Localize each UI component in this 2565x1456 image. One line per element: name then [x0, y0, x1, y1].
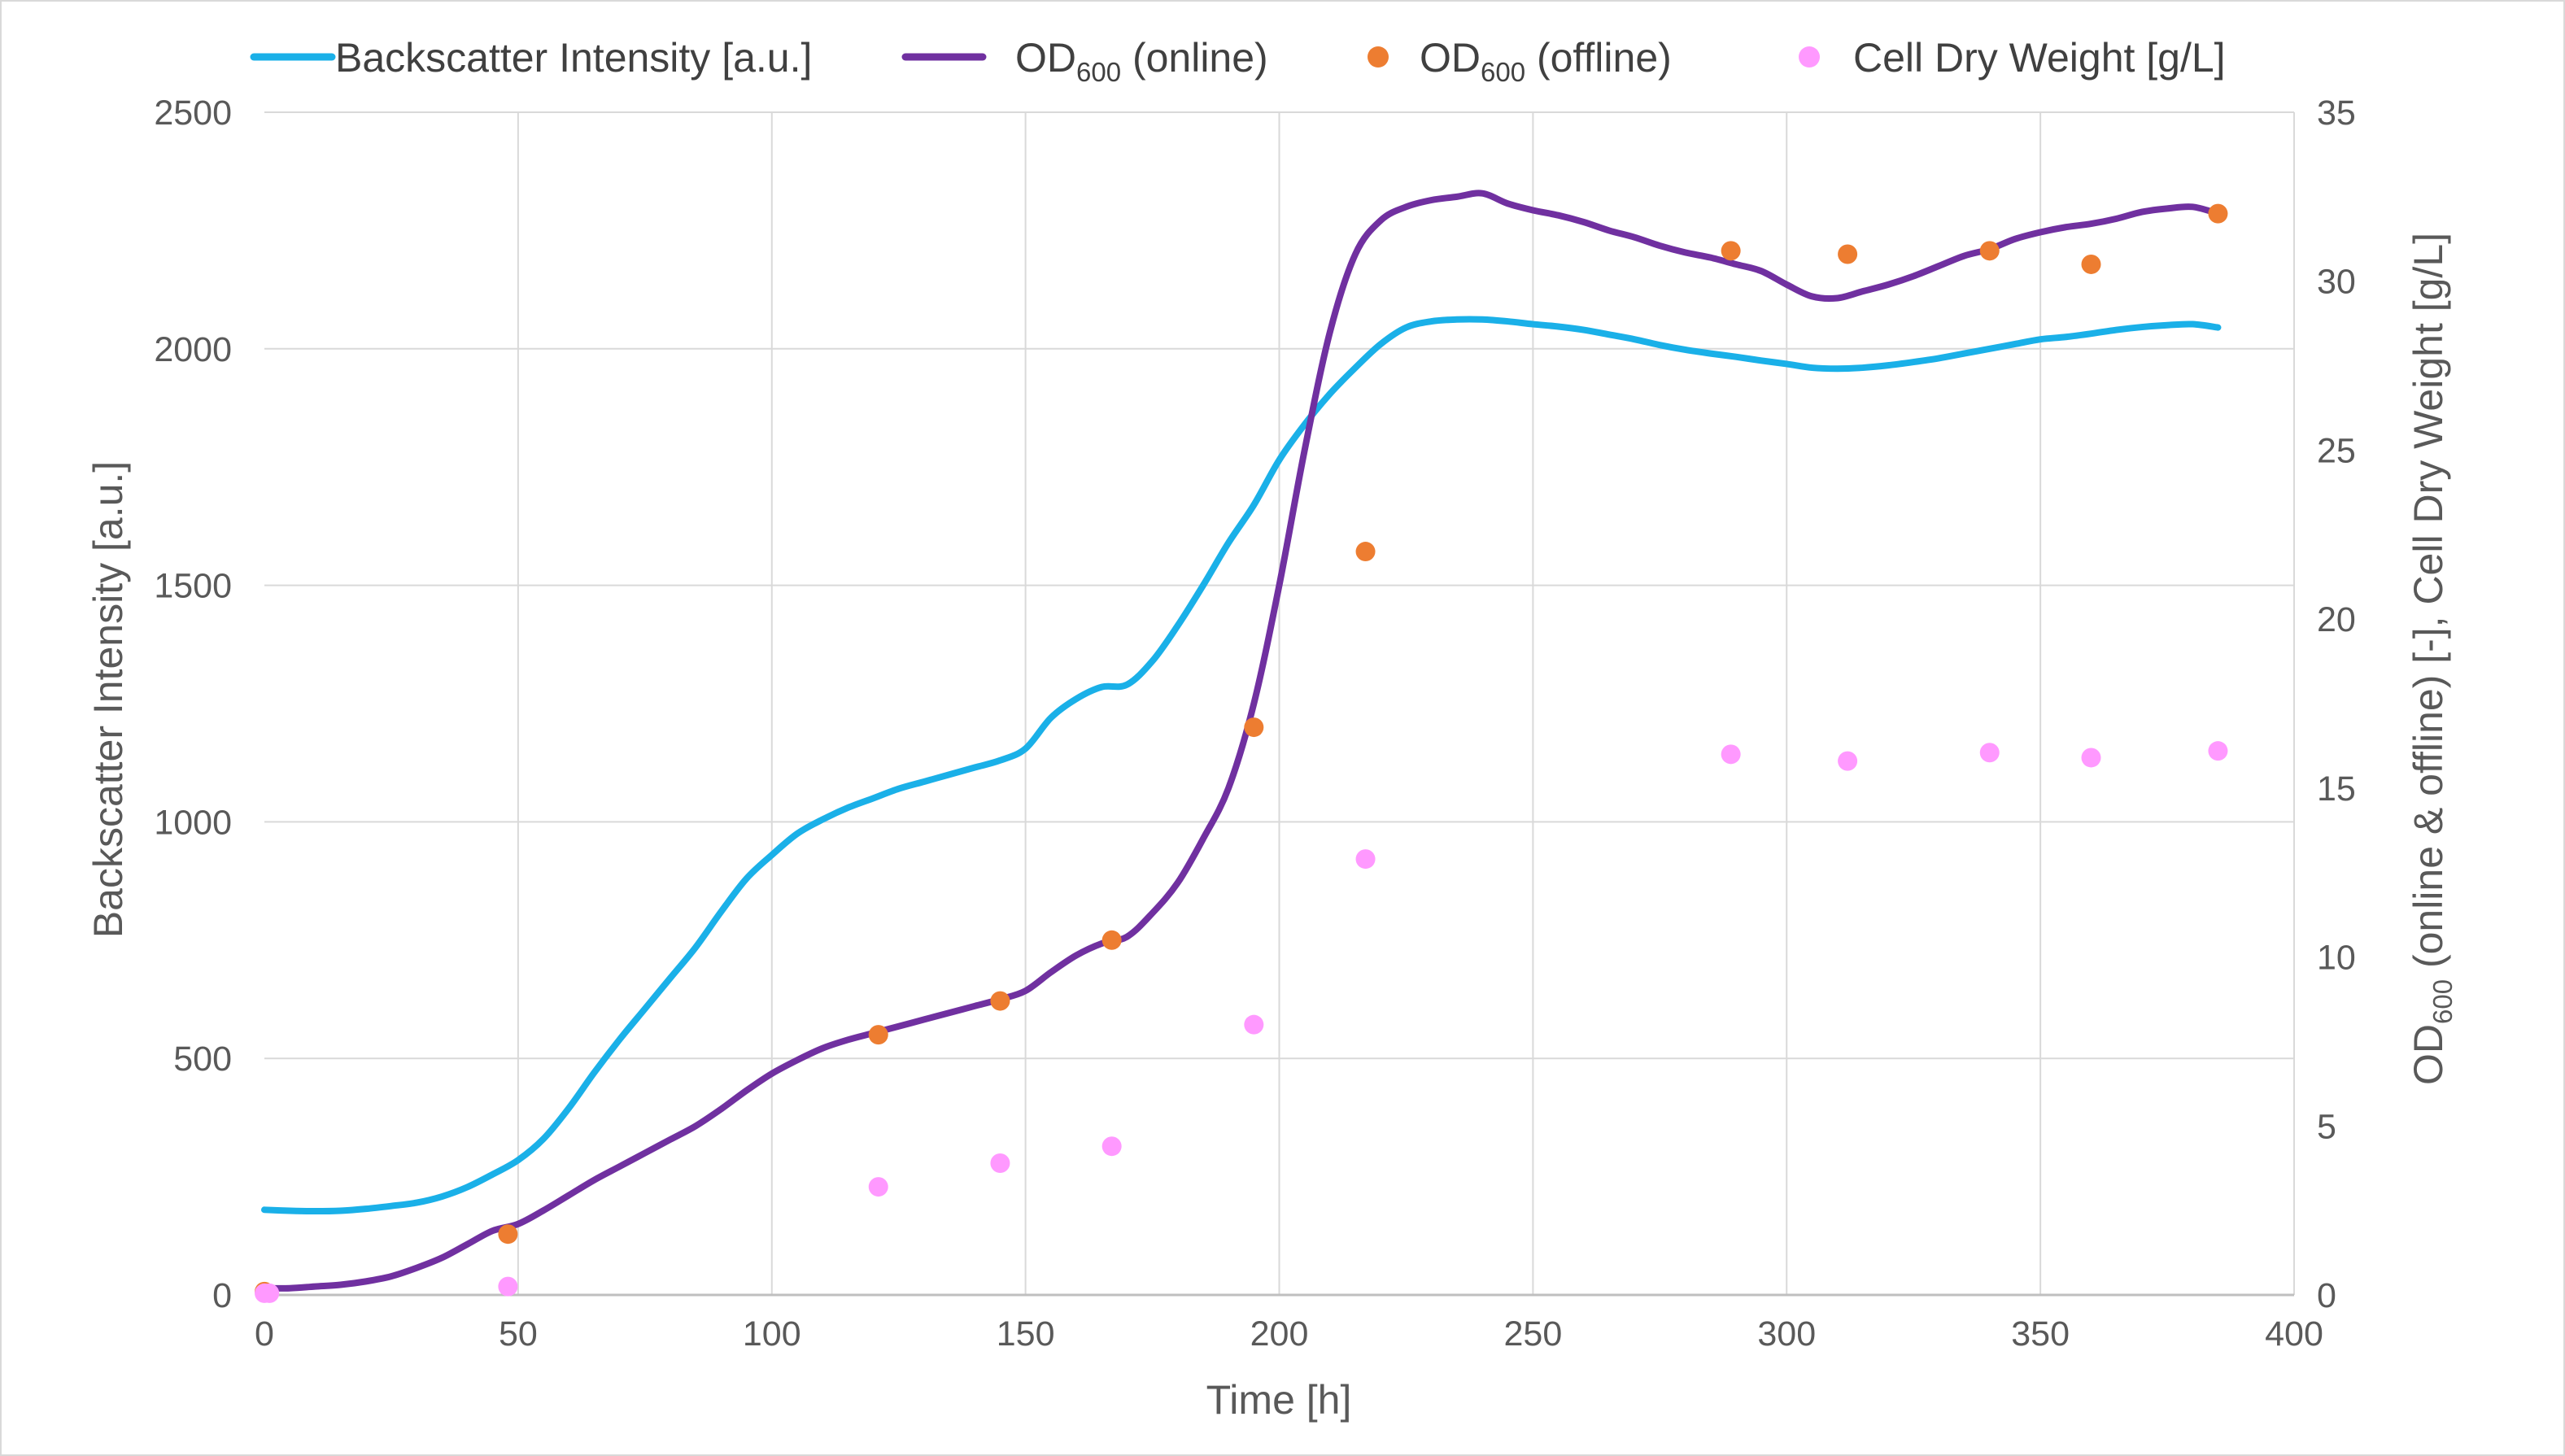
y-left-axis-title: Backscatter Intensity [a.u.] — [85, 461, 131, 938]
legend-label-cell-dry-weight: Cell Dry Weight [g/L] — [1853, 35, 2226, 81]
data-point-od600-offline — [868, 1025, 888, 1045]
data-point-od600-offline — [2208, 203, 2228, 224]
series-layer — [255, 190, 2228, 1303]
data-point-cell-dry-weight-g-l — [868, 1177, 888, 1197]
y-left-tick-label: 500 — [173, 1040, 232, 1079]
y-right-tick-label: 20 — [2317, 600, 2356, 639]
legend-item-od600-online: OD600 (online) — [901, 35, 1268, 87]
y-left-tick-label: 1000 — [154, 803, 232, 842]
data-point-cell-dry-weight-g-l — [1721, 744, 1741, 765]
y-left-tick-label: 2500 — [154, 94, 232, 133]
data-point-cell-dry-weight-g-l — [1979, 743, 2000, 763]
data-point-od600-offline — [1244, 717, 1264, 738]
data-point-cell-dry-weight-g-l — [990, 1153, 1010, 1173]
data-point-od600-offline — [1979, 241, 2000, 261]
series-line-od600-online — [261, 190, 2222, 1292]
data-point-cell-dry-weight-g-l — [1244, 1014, 1264, 1035]
y-left-tick-label: 1500 — [154, 567, 232, 606]
data-point-cell-dry-weight-g-l — [1101, 1136, 1122, 1157]
data-point-cell-dry-weight-g-l — [1838, 751, 1858, 771]
x-tick-label: 0 — [255, 1314, 274, 1354]
x-tick-label: 250 — [1504, 1314, 1563, 1354]
y-right-tick-label: 0 — [2317, 1276, 2336, 1315]
data-point-od600-offline — [498, 1224, 518, 1245]
y-right-tick-label: 25 — [2317, 431, 2356, 470]
y-right-tick-label: 15 — [2317, 769, 2356, 809]
x-axis-title: Time [h] — [1206, 1377, 1352, 1423]
y-right-title-sub: 600 — [2428, 979, 2458, 1024]
legend-item-backscatter: Backscatter Intensity [a.u.] — [250, 35, 812, 81]
legend-marker-od600-offline — [1368, 46, 1389, 68]
data-point-od600-offline — [1838, 244, 1858, 264]
data-point-cell-dry-weight-g-l — [260, 1283, 280, 1303]
y-right-tick-label: 35 — [2317, 94, 2356, 133]
y-right-tick-label: 10 — [2317, 939, 2356, 978]
x-tick-labels: 0 50 100 150 200 250 300 350 400 — [255, 1314, 2323, 1354]
y-left-tick-labels: 0 500 1000 1500 2000 2500 — [154, 94, 232, 1315]
data-point-od600-offline — [1355, 542, 1376, 562]
y-right-tick-labels: 0 5 10 15 20 25 30 35 — [2317, 94, 2356, 1315]
legend-marker-cell-dry-weight — [1799, 46, 1820, 68]
data-point-cell-dry-weight-g-l — [1355, 849, 1376, 870]
legend-label-od600-offline: OD600 (offline) — [1420, 35, 1672, 87]
series-line-backscatter-intensity-a-u — [261, 316, 2222, 1215]
legend-label-backscatter: Backscatter Intensity [a.u.] — [335, 35, 812, 81]
data-point-cell-dry-weight-g-l — [2081, 748, 2101, 768]
x-tick-label: 400 — [2265, 1314, 2323, 1354]
x-tick-label: 100 — [743, 1314, 801, 1354]
data-point-od600-offline — [1721, 241, 1741, 261]
x-tick-label: 150 — [997, 1314, 1055, 1354]
data-point-od600-offline — [990, 991, 1010, 1011]
y-right-tick-label: 30 — [2317, 263, 2356, 302]
y-right-axis-title: OD600 (online & offline) [-], Cell Dry W… — [2406, 233, 2458, 1085]
y-right-tick-label: 5 — [2317, 1107, 2336, 1146]
x-tick-label: 300 — [1757, 1314, 1816, 1354]
x-tick-label: 50 — [499, 1314, 538, 1354]
data-point-cell-dry-weight-g-l — [498, 1276, 518, 1297]
legend-label-od600-online: OD600 (online) — [1015, 35, 1268, 87]
data-point-od600-offline — [1101, 930, 1122, 950]
x-tick-label: 350 — [2011, 1314, 2070, 1354]
legend-item-cell-dry-weight: Cell Dry Weight [g/L] — [1799, 35, 2226, 81]
legend-item-od600-offline: OD600 (offline) — [1368, 35, 1672, 87]
legend: Backscatter Intensity [a.u.] OD600 (onli… — [250, 35, 2226, 87]
y-right-title-prefix: OD — [2406, 1024, 2451, 1085]
y-left-tick-label: 2000 — [154, 330, 232, 369]
y-right-title-suffix: (online & offline) [-], Cell Dry Weight … — [2406, 233, 2451, 979]
y-left-tick-label: 0 — [212, 1276, 232, 1315]
data-point-cell-dry-weight-g-l — [2208, 741, 2228, 761]
gridlines — [264, 111, 2295, 1295]
data-point-od600-offline — [2081, 254, 2101, 274]
x-tick-label: 200 — [1250, 1314, 1309, 1354]
